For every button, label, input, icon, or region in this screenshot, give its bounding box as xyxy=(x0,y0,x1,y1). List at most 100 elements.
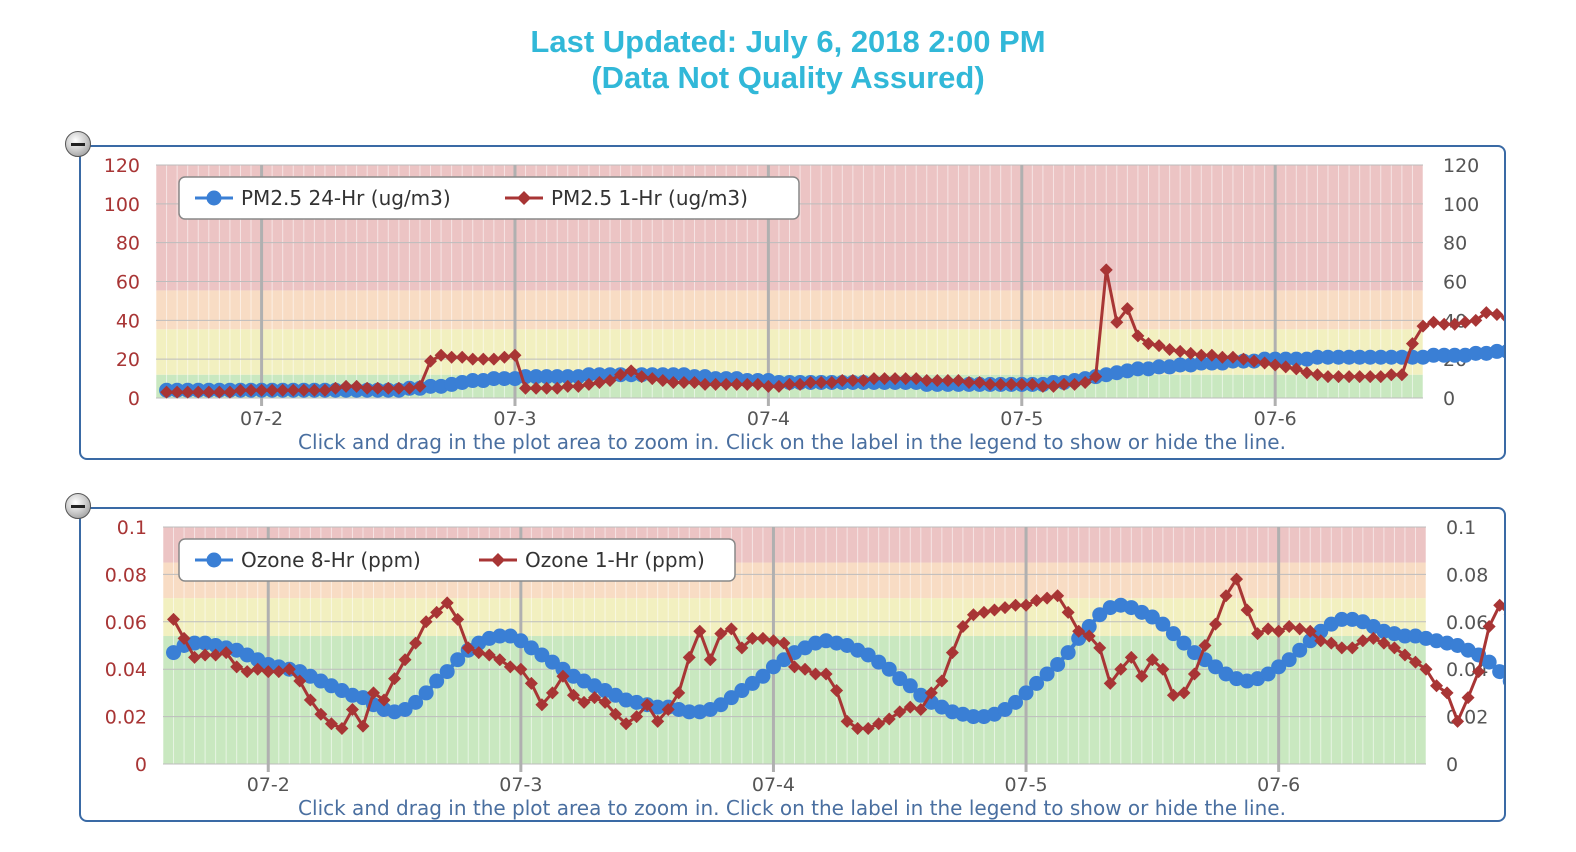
y-tick-label-left: 0.04 xyxy=(105,659,147,681)
data-point xyxy=(941,374,955,388)
legend-marker xyxy=(517,191,531,205)
data-point xyxy=(1240,603,1254,617)
data-point xyxy=(1089,370,1103,384)
series-1hr[interactable] xyxy=(167,572,1504,735)
data-point xyxy=(1268,358,1282,372)
data-point xyxy=(1458,315,1472,329)
data-point xyxy=(439,664,455,680)
data-point xyxy=(719,377,733,391)
data-point xyxy=(582,377,596,391)
x-tick-label: 07-2 xyxy=(247,774,290,796)
ozone-chart[interactable]: 0 00.02 0.020.04 0.040.06 0.060.08 0.080.1 0.1… xyxy=(81,509,1504,820)
data-point xyxy=(1489,343,1504,359)
data-point xyxy=(1313,623,1329,639)
collapse-ozone-chart-icon[interactable] xyxy=(65,493,91,519)
data-point xyxy=(1395,368,1409,382)
data-point xyxy=(751,377,765,391)
data-point xyxy=(418,685,434,701)
data-point xyxy=(1353,370,1367,384)
data-point xyxy=(1374,370,1388,384)
data-point xyxy=(1278,351,1294,367)
data-point xyxy=(1332,370,1346,384)
data-point xyxy=(867,372,881,386)
x-tick-label: 07-2 xyxy=(240,408,283,430)
data-point xyxy=(914,702,928,716)
data-point xyxy=(1152,339,1166,353)
data-point xyxy=(1451,714,1465,728)
data-point xyxy=(177,631,191,645)
data-point xyxy=(909,372,923,386)
data-point xyxy=(735,641,749,655)
y-tick-label-left: 0.1 xyxy=(117,517,147,539)
data-point xyxy=(1271,659,1287,675)
data-point xyxy=(371,381,385,395)
data-point xyxy=(1120,302,1134,316)
legend-item[interactable]: Ozone 8-Hr (ppm) xyxy=(195,548,421,572)
data-point xyxy=(677,375,691,389)
data-point xyxy=(987,603,1001,617)
data-point xyxy=(1251,627,1265,641)
data-point xyxy=(1030,593,1044,607)
collapse-pm25-chart-icon[interactable] xyxy=(65,131,91,157)
zoom-hint-text: Click and drag in the plot area to zoom … xyxy=(298,796,1286,820)
y-tick-label-right: 0.1 xyxy=(1446,517,1476,539)
data-point xyxy=(1493,598,1504,612)
data-point xyxy=(1502,676,1504,686)
legend-label[interactable]: Ozone 8-Hr (ppm) xyxy=(241,548,421,572)
data-point xyxy=(424,354,438,368)
data-point xyxy=(360,381,374,395)
data-point xyxy=(1198,639,1212,652)
data-point xyxy=(966,608,980,622)
data-point xyxy=(1172,357,1188,373)
data-point xyxy=(430,605,444,619)
data-point xyxy=(571,379,585,393)
data-point xyxy=(534,647,550,663)
data-point xyxy=(1461,691,1475,705)
legend-label[interactable]: Ozone 1-Hr (ppm) xyxy=(525,548,705,572)
data-point xyxy=(666,375,680,389)
data-point xyxy=(1300,366,1314,380)
pm25-chart[interactable]: 00202040406060808010010012012007-207-307… xyxy=(81,147,1504,458)
y-tick-label-right: 0.06 xyxy=(1446,612,1488,634)
data-point xyxy=(766,634,780,648)
legend-label[interactable]: PM2.5 1-Hr (ug/m3) xyxy=(551,186,748,210)
data-point xyxy=(167,612,181,626)
data-point xyxy=(878,372,892,386)
data-point xyxy=(540,381,554,395)
legend-item[interactable]: PM2.5 24-Hr (ug/m3) xyxy=(195,186,451,210)
data-point xyxy=(804,375,818,389)
data-point xyxy=(624,364,638,378)
data-point xyxy=(482,648,496,662)
data-point xyxy=(272,665,286,679)
data-point xyxy=(1019,598,1033,612)
data-point xyxy=(561,379,575,393)
data-point xyxy=(367,686,380,700)
data-point xyxy=(1204,355,1220,371)
data-point xyxy=(1426,347,1442,363)
data-point xyxy=(508,348,522,362)
data-point xyxy=(776,652,792,668)
y-tick-label-left: 20 xyxy=(116,349,140,371)
data-point xyxy=(973,375,987,389)
series-1hr[interactable] xyxy=(160,263,1504,399)
data-point xyxy=(450,652,466,668)
data-point xyxy=(181,385,195,399)
data-point xyxy=(1130,361,1146,377)
data-point xyxy=(1479,306,1493,320)
data-point xyxy=(744,675,760,691)
data-point xyxy=(714,627,728,641)
data-point xyxy=(835,374,849,388)
y-tick-label-left: 60 xyxy=(116,272,140,294)
x-tick-label: 07-3 xyxy=(499,774,542,796)
data-point xyxy=(1145,653,1159,667)
data-point xyxy=(496,371,512,387)
legend-item[interactable]: PM2.5 1-Hr (ug/m3) xyxy=(505,186,748,210)
data-point xyxy=(860,647,876,663)
data-point xyxy=(703,653,717,667)
data-point xyxy=(524,676,538,690)
data-point xyxy=(687,375,701,389)
legend-label[interactable]: PM2.5 24-Hr (ug/m3) xyxy=(241,186,451,210)
legend-item[interactable]: Ozone 1-Hr (ppm) xyxy=(479,548,705,572)
data-point xyxy=(1163,342,1177,356)
data-point xyxy=(1209,617,1222,631)
